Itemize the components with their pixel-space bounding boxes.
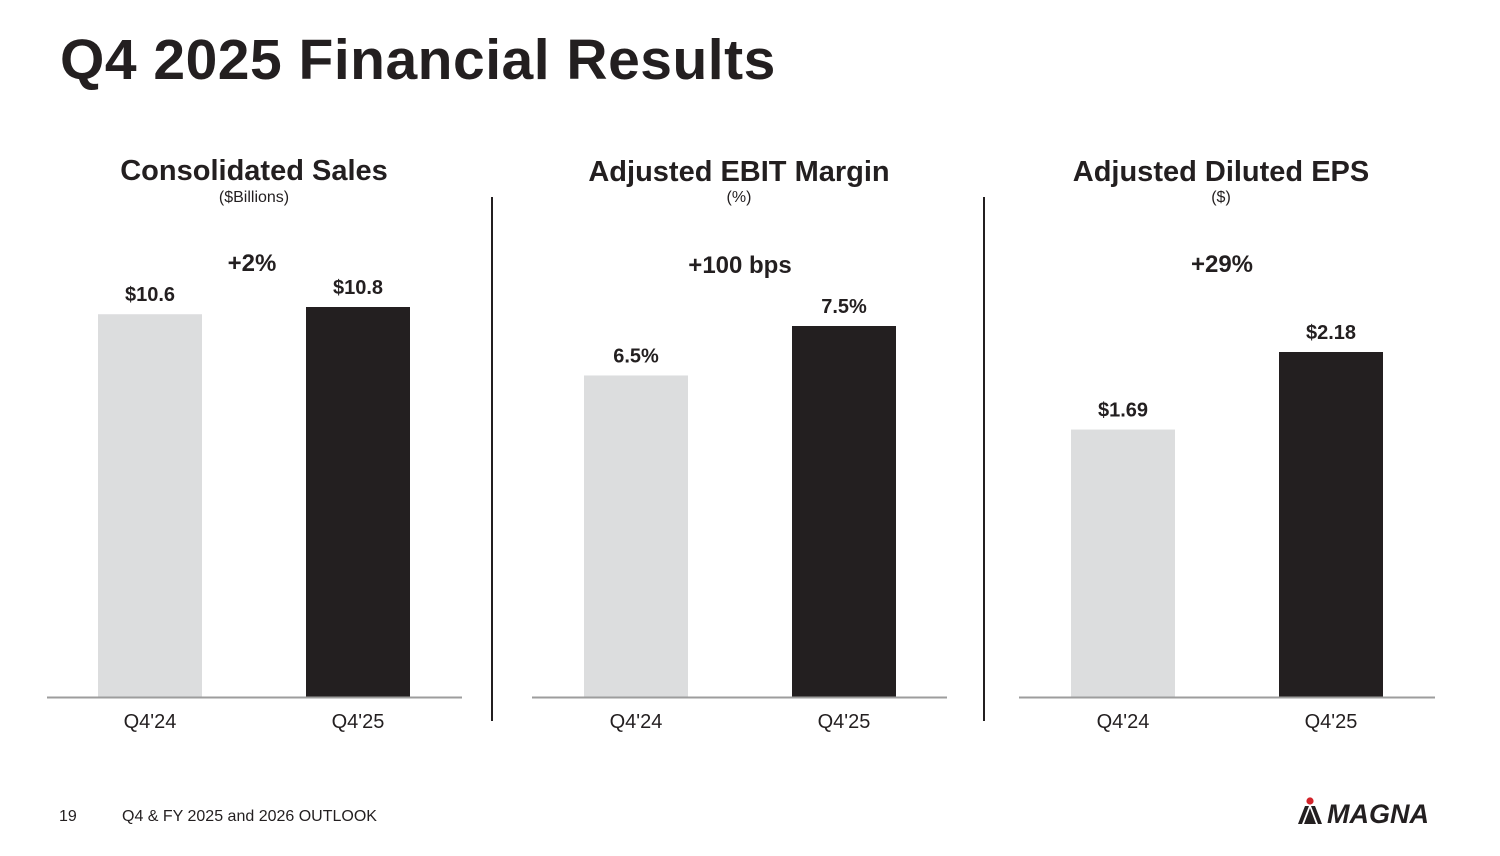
chart-title-eps: Adjusted Diluted EPS xyxy=(1072,156,1370,188)
tick-label-sales: Q4'24 xyxy=(124,711,177,733)
data-label-eps: $1.69 xyxy=(1098,400,1148,422)
chart-unit-sales: ($Billions) xyxy=(218,189,290,206)
bar-ebit xyxy=(584,375,688,697)
data-label-sales: $10.8 xyxy=(333,277,383,299)
logo-mark-icon xyxy=(1298,806,1309,824)
change-label-ebit: +100 bps xyxy=(688,252,791,279)
bar-eps xyxy=(1071,429,1175,697)
magna-logo: MAGNA xyxy=(1298,797,1429,825)
tick-label-eps: Q4'24 xyxy=(1097,711,1150,733)
tick-label-ebit: Q4'25 xyxy=(818,711,871,733)
bar-ebit xyxy=(792,326,896,697)
change-label-sales: +2% xyxy=(228,250,277,277)
chart-title-sales: Consolidated Sales xyxy=(120,155,388,187)
chart-unit-eps: ($) xyxy=(1211,189,1231,206)
page-title: Q4 2025 Financial Results xyxy=(60,28,776,92)
data-label-eps: $2.18 xyxy=(1306,322,1356,344)
change-label-eps: +29% xyxy=(1191,251,1253,278)
bar-sales xyxy=(306,307,410,697)
data-label-ebit: 7.5% xyxy=(821,296,867,318)
footer-text: Q4 & FY 2025 and 2026 OUTLOOK xyxy=(122,808,377,825)
data-label-sales: $10.6 xyxy=(125,284,175,306)
tick-label-ebit: Q4'24 xyxy=(610,711,663,733)
bar-eps xyxy=(1279,352,1383,697)
tick-label-sales: Q4'25 xyxy=(332,711,385,733)
page-number: 19 xyxy=(59,808,77,825)
data-label-ebit: 6.5% xyxy=(613,345,659,367)
logo-wordmark: MAGNA xyxy=(1327,799,1429,825)
chart-title-ebit: Adjusted EBIT Margin xyxy=(588,156,890,188)
tick-label-eps: Q4'25 xyxy=(1305,711,1358,733)
panel-divider xyxy=(491,197,493,721)
bar-sales xyxy=(98,314,202,697)
panel-divider xyxy=(983,197,985,721)
chart-unit-ebit: (%) xyxy=(726,189,752,206)
logo-dot-icon xyxy=(1306,797,1314,805)
